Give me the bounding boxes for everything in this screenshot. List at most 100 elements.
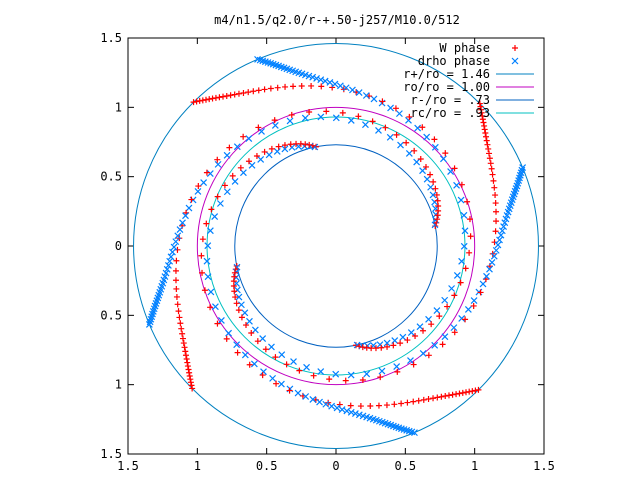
x-tick-label: 1.5 [533,459,555,473]
drho-phase-point [375,126,382,134]
drho-phase-point [423,133,431,141]
drho-phase-point [317,76,325,84]
w-phase-point [227,92,234,99]
drho-phase-point [281,145,289,153]
w-phase-point [255,87,262,94]
w-phase-point [425,396,432,403]
w-phase-point [195,183,202,190]
w-phase-point [453,391,460,398]
w-phase-point [226,144,233,151]
legend-label: drho phase [418,54,490,68]
drho-phase-point [245,135,253,143]
w-phase-point [415,397,422,404]
drho-phase-point [271,122,279,129]
drho-phase-point [343,407,351,415]
w-phase-point [404,399,411,406]
drho-phase-point [448,285,456,292]
drho-phase-point [441,296,449,304]
w-phase-point [422,163,429,170]
drho-phase-point [395,110,403,118]
x-tick-label: 0 [332,459,339,473]
w-phase-point [434,394,441,401]
drho-phase-point [233,286,241,294]
drho-phase-point [251,326,259,334]
w-phase-point [483,133,490,140]
drho-phase-point [419,167,426,175]
y-tick-label: 1 [115,100,122,114]
drho-phase-point [185,204,193,212]
w-phase-point [411,147,418,154]
w-phase-point [412,332,419,339]
w-phase-point [190,99,197,106]
drho-phase-point [370,95,378,103]
w-phase-point [323,108,330,115]
drho-phase-point [461,227,469,235]
drho-phase-point [241,351,249,359]
drho-phase-point [342,84,350,92]
w-phase-point [182,352,189,359]
w-phase-point [189,385,196,392]
drho-phase-point [492,246,500,254]
drho-phase-point [269,374,277,382]
w-phase-point [403,139,410,146]
w-phase-point [221,182,228,189]
w-phase-point [357,403,364,410]
w-phase-point [390,342,397,349]
drho-phase-point [439,155,447,163]
drho-phase-point [407,357,414,365]
w-phase-point [481,122,488,129]
w-phase-point [486,155,493,162]
drho-phase-point [453,272,461,279]
drho-phase-point [260,368,267,376]
drho-phase-point [414,124,422,132]
drho-phase-point [450,324,458,332]
w-phase-point [326,376,333,383]
drho-phase-point [429,191,437,199]
drho-phase-point [496,236,503,244]
w-phase-point [467,233,474,240]
w-phase-point [188,196,195,203]
w-phase-point [306,141,313,148]
drho-phase-point [278,351,286,359]
drho-phase-point [206,170,214,177]
drho-phase-point [301,114,309,122]
w-phase-point [444,303,451,310]
drho-phase-point [288,143,296,151]
w-phase-point [398,400,405,407]
w-phase-point [492,200,499,207]
drho-phase-point [233,341,241,349]
w-phase-point [432,185,439,192]
w-phase-point [375,402,382,409]
legend-label: ro/ro = 1.00 [403,80,490,94]
drho-phase-point [405,116,412,124]
w-phase-point [355,113,362,120]
drho-phase-point [332,114,340,122]
w-phase-point [339,109,346,116]
w-phase-point [379,98,386,105]
w-phase-point [172,277,179,284]
x-tick-label: 0.5 [256,459,278,473]
w-phase-point [420,327,427,334]
drho-phase-point [321,77,329,85]
drho-phase-point [441,333,449,341]
drho-phase-point [207,288,215,296]
drho-phase-point [170,243,178,251]
w-phase-point [193,98,200,105]
w-phase-point [199,269,206,276]
legend-marker [511,57,519,65]
drho-phase-point [399,333,407,341]
drho-phase-point [431,143,439,151]
w-phase-point [235,90,242,97]
reference-circle [234,144,438,348]
y-tick-label: 1.5 [100,447,122,461]
w-phase-point [492,228,499,235]
w-phase-point [229,172,236,179]
w-phase-point [342,377,349,384]
drho-phase-point [246,317,253,325]
w-phase-point [273,380,280,387]
legend-label: rc/ro = .93 [411,106,490,120]
drho-phase-point [483,272,490,280]
w-phase-point [410,361,417,368]
drho-phase-point [258,127,265,135]
drho-phase-point [498,227,506,235]
